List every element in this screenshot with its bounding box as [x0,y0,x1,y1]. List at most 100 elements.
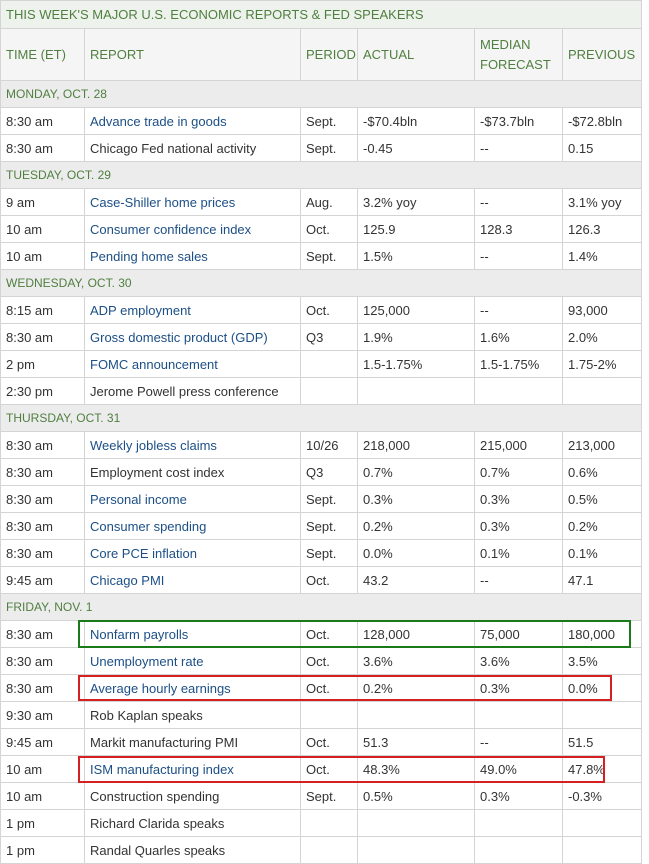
column-header: REPORT [84,28,301,81]
cell: 125.9 [357,215,475,243]
day-label: FRIDAY, NOV. 1 [0,593,643,621]
report-link[interactable]: Consumer confidence index [90,221,252,237]
cell: 1.5% [357,242,475,270]
cell: 0.3% [474,512,563,540]
cell: Sept. [300,134,358,162]
cell: 0.2% [357,512,475,540]
cell: 1 pm [0,836,85,864]
cell: Chicago Fed national activity [84,134,301,162]
highlight-box [78,675,612,701]
cell: 1 pm [0,809,85,837]
column-header: TIME (ET) [0,28,85,81]
cell: 9:30 am [0,701,85,729]
cell [300,809,358,837]
cell: -0.3% [561,782,643,810]
event-row: 10 am Consumer confidence index Oct. 125.9 1… [0,215,643,243]
report-link[interactable]: Case-Shiller home prices [90,194,236,210]
cell: -0.45 [357,134,475,162]
report-link[interactable]: Core PCE inflation [90,545,197,561]
cell [357,809,475,837]
cell: 8:30 am [0,674,85,702]
cell: Advance trade in goods [84,107,301,135]
cell: 126.3 [561,215,643,243]
cell: Sept. [300,539,358,567]
cell: Construction spending [84,782,301,810]
day-label: TUESDAY, OCT. 29 [0,161,643,189]
cell: 1.5-1.75% [474,350,563,378]
cell: 2.0% [561,323,643,351]
cell: 218,000 [357,431,475,459]
cell: ADP employment [84,296,301,324]
cell: 215,000 [474,431,563,459]
cell: 10/26 [300,431,358,459]
day-row: TUESDAY, OCT. 29 [0,161,643,189]
cell: Sept. [300,782,358,810]
event-row: 8:30 am Advance trade in goods Sept. -$70.4… [0,107,643,135]
report-link[interactable]: Consumer spending [90,518,207,534]
event-row: 8:30 am Gross domestic product (GDP) Q3 1.9… [0,323,643,351]
cell: 8:30 am [0,134,85,162]
event-row: 2:30 pm Jerome Powell press conference [0,377,643,405]
cell: 3.2% yoy [357,188,475,216]
event-row: 10 am ISM manufacturing index Oct. 48.3% 49.… [0,755,643,783]
cell [474,377,563,405]
cell: 8:30 am [0,431,85,459]
cell: Q3 [300,458,358,486]
cell: 2:30 pm [0,377,85,405]
cell [300,377,358,405]
event-row: 2 pm FOMC announcement 1.5-1.75% 1.5-1.75% 1… [0,350,643,378]
event-row: 9:45 am Markit manufacturing PMI Oct. 51.3-… [0,728,643,756]
cell: Q3 [300,323,358,351]
report-link[interactable]: ISM manufacturing index [90,761,234,777]
cell: 47.1 [561,566,643,594]
cell: 0.0% [357,539,475,567]
cell: -- [474,134,563,162]
event-row: 10 am Construction spending Sept. 0.5% 0.3% -… [0,782,643,810]
report-link[interactable]: Nonfarm payrolls [90,626,189,642]
cell: Chicago PMI [84,566,301,594]
cell: 128.3 [474,215,563,243]
cell: 0.2% [357,674,475,702]
cell: Sept. [300,485,358,513]
report-link[interactable]: Unemployment rate [90,653,204,669]
report-link[interactable]: ADP employment [90,302,191,318]
cell [561,701,643,729]
cell: Oct. [300,215,358,243]
report-link[interactable]: FOMC announcement [90,356,218,372]
cell [300,701,358,729]
report-link[interactable]: Pending home sales [90,248,208,264]
report-link[interactable]: Chicago PMI [90,572,165,588]
cell: Randal Quarles speaks [84,836,301,864]
cell: Core PCE inflation [84,539,301,567]
cell: Oct. [300,674,358,702]
cell: -- [474,188,563,216]
cell: -- [474,728,563,756]
cell: 1.6% [474,323,563,351]
column-header: PERIOD [300,28,358,81]
report-link[interactable]: Personal income [90,491,187,507]
cell: Rob Kaplan speaks [84,701,301,729]
highlight-box [78,620,631,648]
report-link[interactable]: Average hourly earnings [90,680,231,696]
cell: 1.5-1.75% [357,350,475,378]
event-row: 9:45 am Chicago PMI Oct. 43.2 -- 47.1 [0,566,643,594]
report-link[interactable]: Advance trade in goods [90,113,227,129]
event-row: 8:30 am Personal income Sept. 0.3% 0.3% 0.5% [0,485,643,513]
cell: -$73.7bln [474,107,563,135]
cell: Weekly jobless claims [84,431,301,459]
report-link[interactable]: Weekly jobless claims [90,437,217,453]
cell: Oct. [300,728,358,756]
report-link[interactable]: Gross domestic product (GDP) [90,329,268,345]
cell: 125,000 [357,296,475,324]
cell: 9:45 am [0,728,85,756]
header-row: TIME (ET) REPORT PERIOD ACTUAL MEDIAN FORECA… [0,28,643,81]
cell [357,701,475,729]
event-row: 9 am Case-Shiller home prices Aug. 3.2% yoy… [0,188,643,216]
cell: FOMC announcement [84,350,301,378]
cell [474,836,563,864]
event-row: 8:30 am Nonfarm payrolls Oct. 128,000 75,000… [0,620,643,648]
cell: 8:30 am [0,512,85,540]
cell: 43.2 [357,566,475,594]
